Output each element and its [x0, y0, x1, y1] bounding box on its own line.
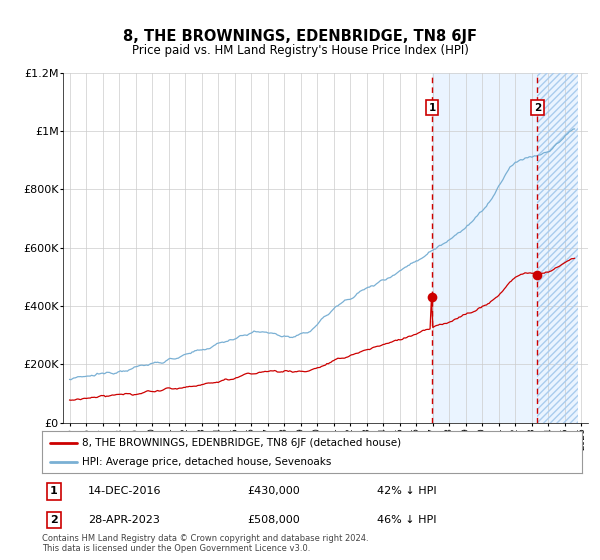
Text: 2: 2: [50, 515, 58, 525]
Bar: [432, 73, 578, 423]
Text: £430,000: £430,000: [247, 487, 300, 496]
Text: 8, THE BROWNINGS, EDENBRIDGE, TN8 6JF: 8, THE BROWNINGS, EDENBRIDGE, TN8 6JF: [123, 29, 477, 44]
Text: £508,000: £508,000: [247, 515, 300, 525]
Bar: [538, 73, 578, 423]
Text: 14-DEC-2016: 14-DEC-2016: [88, 487, 161, 496]
Text: 1: 1: [428, 103, 436, 113]
Text: Price paid vs. HM Land Registry's House Price Index (HPI): Price paid vs. HM Land Registry's House …: [131, 44, 469, 57]
Text: 2: 2: [533, 103, 541, 113]
Text: Contains HM Land Registry data © Crown copyright and database right 2024.
This d: Contains HM Land Registry data © Crown c…: [42, 534, 368, 553]
Text: 42% ↓ HPI: 42% ↓ HPI: [377, 487, 436, 496]
Text: 8, THE BROWNINGS, EDENBRIDGE, TN8 6JF (detached house): 8, THE BROWNINGS, EDENBRIDGE, TN8 6JF (d…: [83, 437, 401, 447]
Text: 46% ↓ HPI: 46% ↓ HPI: [377, 515, 436, 525]
Text: 28-APR-2023: 28-APR-2023: [88, 515, 160, 525]
Bar: [538, 73, 578, 423]
Text: 1: 1: [50, 487, 58, 496]
Text: HPI: Average price, detached house, Sevenoaks: HPI: Average price, detached house, Seve…: [83, 457, 332, 467]
